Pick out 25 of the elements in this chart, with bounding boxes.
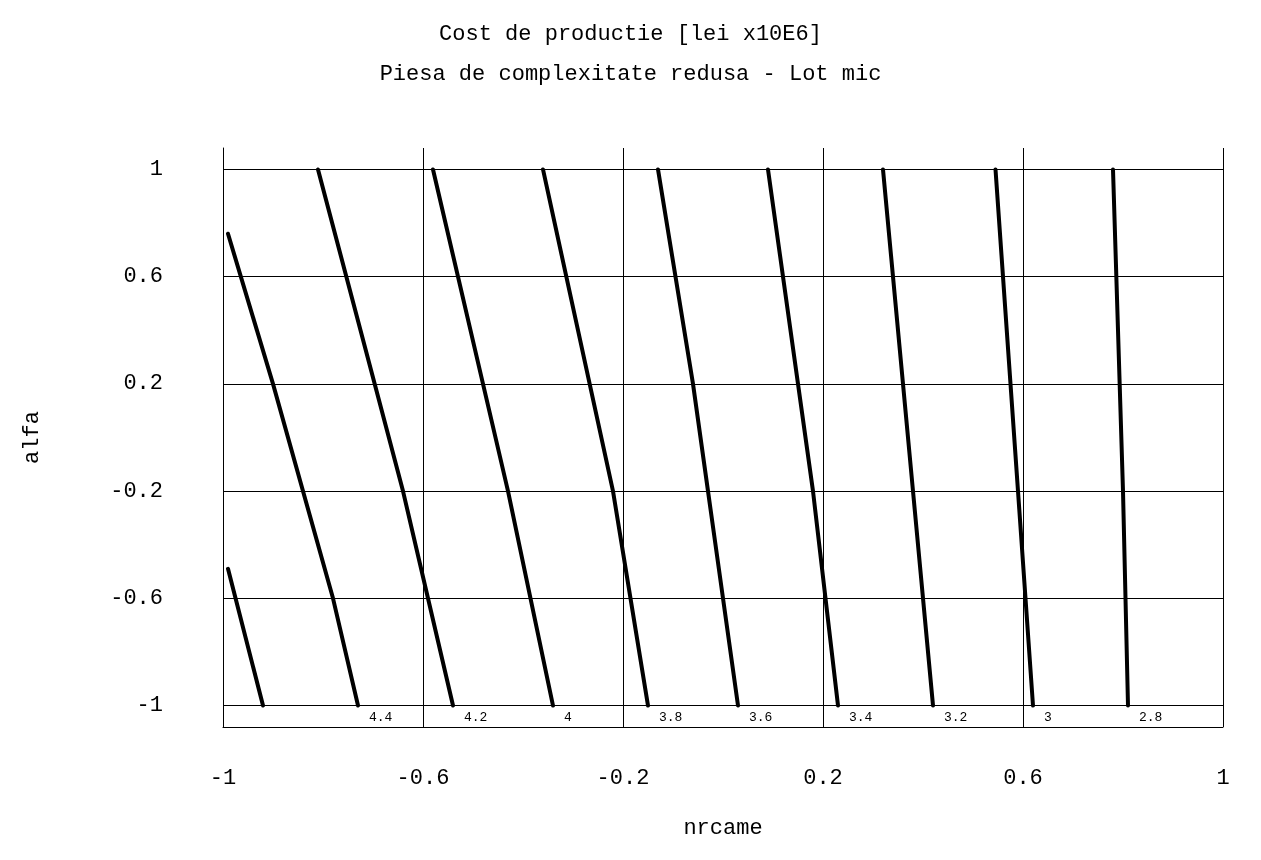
series-label: 3.8 bbox=[659, 709, 683, 725]
x-tick-label: -0.6 bbox=[396, 765, 450, 791]
y-tick-label: 0.2 bbox=[123, 371, 163, 397]
series-label: 3.4 bbox=[849, 709, 873, 725]
y-tick-label: -0.2 bbox=[110, 478, 163, 504]
x-tick-label: 0.2 bbox=[803, 765, 843, 791]
y-tick-label: 0.6 bbox=[123, 264, 163, 290]
chart-subtitle: Piesa de complexitate redusa - Lot mic bbox=[379, 61, 882, 87]
x-tick-label: 1 bbox=[1216, 765, 1230, 791]
chart-title: Cost de productie [lei x10E6] bbox=[439, 21, 822, 47]
series-label: 3.2 bbox=[944, 709, 968, 725]
series-label: 3 bbox=[1044, 709, 1052, 725]
y-tick-label: 1 bbox=[149, 156, 163, 182]
series-label: 4.4 bbox=[369, 709, 393, 725]
series-label: 4 bbox=[564, 709, 572, 725]
y-tick-label: -0.6 bbox=[110, 585, 163, 611]
y-tick-label: -1 bbox=[136, 693, 163, 719]
x-tick-label: -0.2 bbox=[596, 765, 650, 791]
series-label: 3.6 bbox=[749, 709, 773, 725]
x-tick-label: -1 bbox=[209, 765, 237, 791]
x-axis-title: nrcame bbox=[683, 815, 763, 841]
series-label: 4.2 bbox=[464, 709, 488, 725]
y-axis-title: alfa bbox=[19, 411, 45, 464]
series-label: 2.8 bbox=[1139, 709, 1163, 725]
x-tick-label: 0.6 bbox=[1003, 765, 1043, 791]
